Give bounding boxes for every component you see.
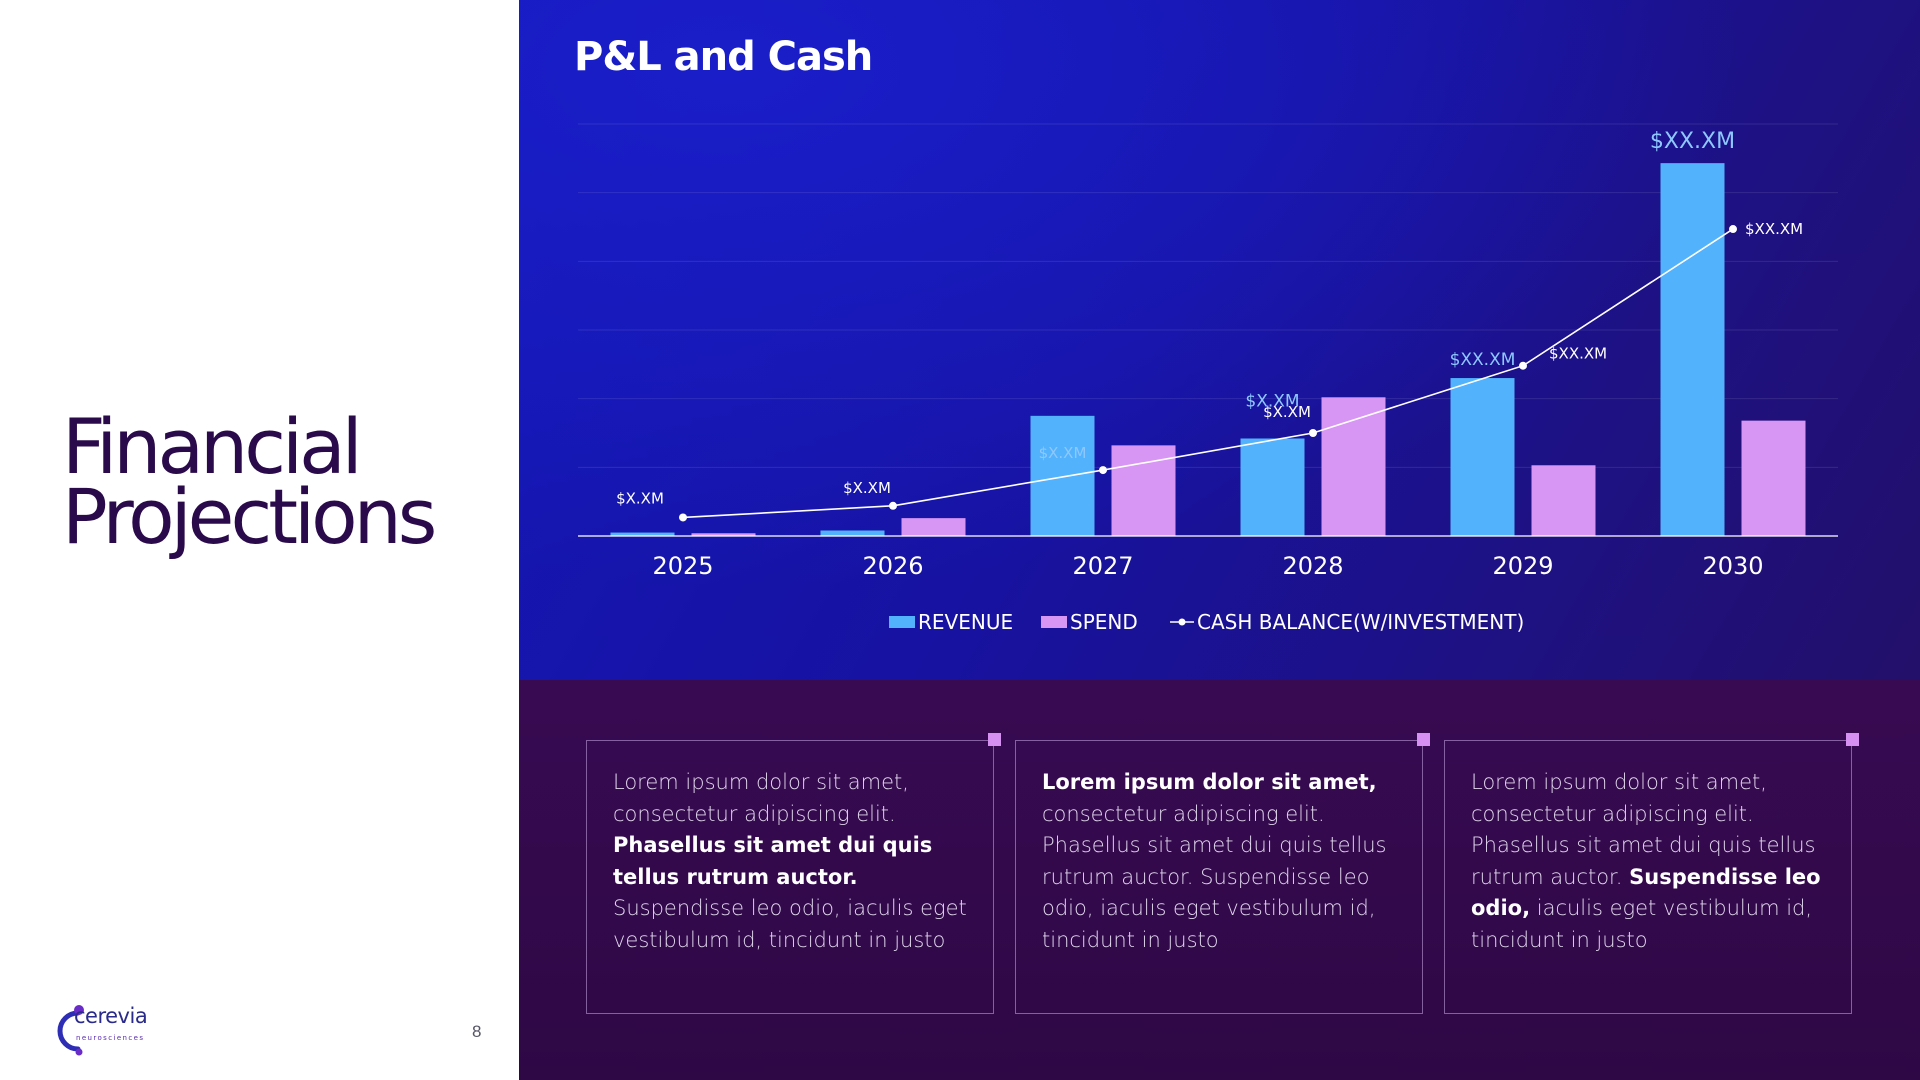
x-tick-label: 2030 [1702, 552, 1763, 580]
revenue-bar [820, 530, 885, 536]
cash-data-label: $X.XM [1263, 403, 1311, 421]
card-text-segment: Lorem ipsum dolor sit amet, consectetur … [1471, 770, 1816, 889]
spend-bar [1531, 465, 1596, 536]
card-text-bold: Lorem ipsum dolor sit amet, [1042, 770, 1377, 794]
card-text-1: Lorem ipsum dolor sit amet, consectetur … [613, 767, 973, 956]
slide-title: Financial Projections [62, 402, 437, 561]
x-tick-label: 2025 [652, 552, 713, 580]
slide-title-line-1: Financial [62, 402, 363, 491]
legend-revenue-label: REVENUE [918, 610, 1013, 634]
card-text-segment: Lorem ipsum dolor sit amet, consectetur … [613, 770, 909, 826]
x-tick-label: 2029 [1492, 552, 1553, 580]
card-text-bold: Phasellus sit amet dui quis tellus rutru… [613, 833, 933, 889]
left-panel: Financial Projections cerevia neuroscien… [0, 0, 519, 1080]
card-text-2: Lorem ipsum dolor sit amet, consectetur … [1042, 767, 1402, 956]
cash-balance-point [1309, 429, 1317, 437]
logo-mark-icon [57, 1005, 84, 1056]
cash-balance-point [1519, 361, 1527, 370]
card-text-bold: Suspendisse leo odio, [1471, 864, 1821, 921]
card-corner-marker [1417, 733, 1430, 746]
pl-cash-chart: $X.XM$X.XM$XX.XM$XX.XM$X.XM$X.XM$X.XM$XX… [610, 129, 1806, 634]
card-text-segment: consectetur adipiscing elit. Phasellus s… [1042, 801, 1387, 952]
text-card-3: Lorem ipsum dolor sit amet, consectetur … [1444, 733, 1859, 1014]
spend-bar [1321, 397, 1386, 536]
spend-bar [901, 518, 966, 536]
revenue-data-label: $XX.XM [1650, 129, 1735, 154]
revenue-data-label: $XX.XM [1450, 350, 1516, 370]
cash-data-label: $X.XM [616, 489, 664, 507]
legend-cash-label: CASH BALANCE(W/INVESTMENT) [1197, 610, 1524, 634]
spend-bar [1741, 420, 1806, 536]
cash-balance-point [889, 501, 897, 510]
spend-bar [691, 533, 756, 536]
logo-text: cerevia [74, 1004, 148, 1028]
cash-balance-point [1729, 225, 1737, 234]
chart-title: P&L and Cash [574, 34, 873, 80]
spend-bar [1111, 445, 1176, 536]
legend-revenue-swatch [889, 616, 915, 628]
cash-balance-line [682, 228, 1734, 519]
revenue-bar [1240, 438, 1305, 536]
cerevia-logo: cerevia neurosciences [52, 1004, 162, 1056]
card-corner-marker [988, 733, 1001, 746]
revenue-bar [1030, 415, 1095, 536]
logo-subtext: neurosciences [76, 1034, 145, 1042]
cash-data-label: $X.XM [843, 479, 891, 497]
x-tick-label: 2028 [1282, 552, 1343, 580]
slide-title-line-2: Projections [62, 472, 437, 561]
card-text-3: Lorem ipsum dolor sit amet, consectetur … [1471, 767, 1831, 956]
cash-balance-point [679, 513, 687, 522]
revenue-bar [1450, 378, 1515, 536]
revenue-bar [1660, 163, 1725, 536]
cash-balance-point [1099, 466, 1107, 475]
revenue-data-label: $X.XM [1245, 391, 1299, 411]
legend-cash-point-swatch [1178, 618, 1186, 626]
x-tick-label: 2026 [862, 552, 923, 580]
text-card-2: Lorem ipsum dolor sit amet, consectetur … [1015, 733, 1430, 1014]
cash-data-label: $XX.XM [1549, 345, 1607, 363]
x-tick-label: 2027 [1072, 552, 1133, 580]
legend-spend-swatch [1041, 616, 1067, 628]
legend-spend-label: SPEND [1070, 610, 1138, 634]
revenue-bar [610, 532, 675, 536]
page-number: 8 [472, 1022, 482, 1041]
card-text-segment: Suspendisse leo odio, iaculis eget vesti… [613, 896, 967, 952]
card-corner-marker [1846, 733, 1859, 746]
text-card-1: Lorem ipsum dolor sit amet, consectetur … [586, 733, 1001, 1014]
cash-data-label: $XX.XM [1745, 220, 1803, 238]
card-text-segment: iaculis eget vestibulum id, tincidunt in… [1471, 896, 1813, 952]
revenue-data-label: $X.XM [1039, 444, 1087, 462]
